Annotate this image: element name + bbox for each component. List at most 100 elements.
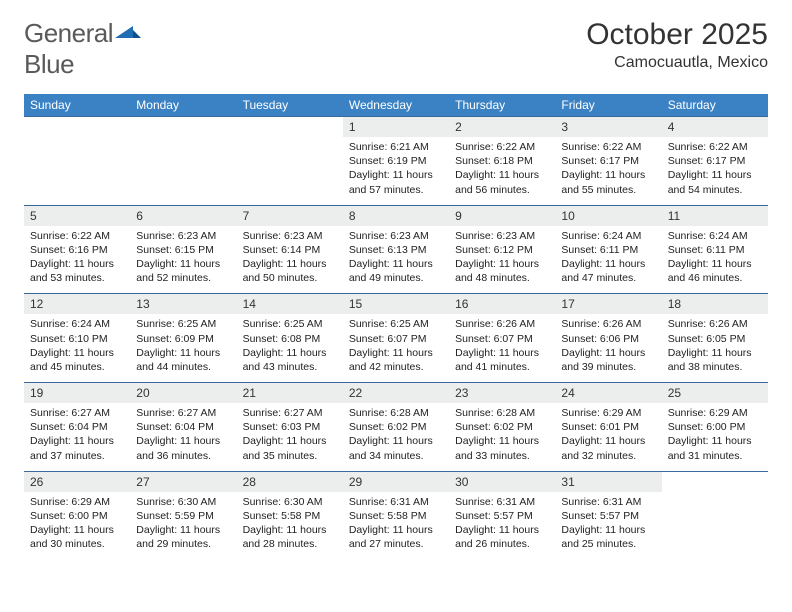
daylight-text: Daylight: 11 hours and 45 minutes.: [30, 346, 124, 374]
calendar-body: 1234Sunrise: 6:21 AMSunset: 6:19 PMDayli…: [24, 117, 768, 560]
sunrise-text: Sunrise: 6:21 AM: [349, 140, 443, 154]
day-number-cell: 11: [662, 205, 768, 226]
sunset-text: Sunset: 6:05 PM: [668, 332, 762, 346]
day-header: Saturday: [662, 94, 768, 117]
sunrise-text: Sunrise: 6:30 AM: [136, 495, 230, 509]
daylight-text: Daylight: 11 hours and 37 minutes.: [30, 434, 124, 462]
day-header: Wednesday: [343, 94, 449, 117]
day-number-cell: 2: [449, 117, 555, 138]
daylight-text: Daylight: 11 hours and 33 minutes.: [455, 434, 549, 462]
location: Camocuautla, Mexico: [586, 54, 768, 72]
sunrise-text: Sunrise: 6:26 AM: [668, 317, 762, 331]
sunrise-text: Sunrise: 6:31 AM: [349, 495, 443, 509]
sunset-text: Sunset: 5:57 PM: [455, 509, 549, 523]
sunrise-text: Sunrise: 6:31 AM: [561, 495, 655, 509]
sunset-text: Sunset: 6:01 PM: [561, 420, 655, 434]
day-number-cell: 10: [555, 205, 661, 226]
daylight-text: Daylight: 11 hours and 31 minutes.: [668, 434, 762, 462]
sunrise-text: Sunrise: 6:22 AM: [455, 140, 549, 154]
day-detail-cell: Sunrise: 6:28 AMSunset: 6:02 PMDaylight:…: [343, 403, 449, 471]
daynum-row: 19202122232425: [24, 383, 768, 404]
sunrise-text: Sunrise: 6:29 AM: [668, 406, 762, 420]
day-number-cell: [130, 117, 236, 138]
sunrise-text: Sunrise: 6:22 AM: [561, 140, 655, 154]
sunrise-text: Sunrise: 6:23 AM: [455, 229, 549, 243]
sunrise-text: Sunrise: 6:26 AM: [455, 317, 549, 331]
day-number-cell: 7: [237, 205, 343, 226]
daylight-text: Daylight: 11 hours and 55 minutes.: [561, 168, 655, 196]
day-number-cell: 5: [24, 205, 130, 226]
day-detail-cell: Sunrise: 6:30 AMSunset: 5:58 PMDaylight:…: [237, 492, 343, 560]
sunrise-text: Sunrise: 6:27 AM: [243, 406, 337, 420]
sunset-text: Sunset: 6:18 PM: [455, 154, 549, 168]
daylight-text: Daylight: 11 hours and 50 minutes.: [243, 257, 337, 285]
day-detail-cell: [237, 137, 343, 205]
day-detail-cell: Sunrise: 6:27 AMSunset: 6:03 PMDaylight:…: [237, 403, 343, 471]
sunset-text: Sunset: 6:11 PM: [668, 243, 762, 257]
day-detail-cell: Sunrise: 6:24 AMSunset: 6:11 PMDaylight:…: [555, 226, 661, 294]
logo-word1: General: [24, 18, 113, 48]
sunset-text: Sunset: 6:04 PM: [30, 420, 124, 434]
day-number-cell: 9: [449, 205, 555, 226]
day-detail-cell: Sunrise: 6:25 AMSunset: 6:09 PMDaylight:…: [130, 314, 236, 382]
day-detail-cell: Sunrise: 6:27 AMSunset: 6:04 PMDaylight:…: [24, 403, 130, 471]
sunset-text: Sunset: 6:02 PM: [455, 420, 549, 434]
day-number-cell: 4: [662, 117, 768, 138]
sunset-text: Sunset: 6:14 PM: [243, 243, 337, 257]
sunset-text: Sunset: 6:19 PM: [349, 154, 443, 168]
daylight-text: Daylight: 11 hours and 35 minutes.: [243, 434, 337, 462]
day-number-cell: [237, 117, 343, 138]
day-detail-cell: Sunrise: 6:22 AMSunset: 6:17 PMDaylight:…: [555, 137, 661, 205]
day-detail-cell: Sunrise: 6:29 AMSunset: 6:00 PMDaylight:…: [662, 403, 768, 471]
sunset-text: Sunset: 6:03 PM: [243, 420, 337, 434]
day-number-cell: [24, 117, 130, 138]
sunrise-text: Sunrise: 6:24 AM: [561, 229, 655, 243]
daylight-text: Daylight: 11 hours and 49 minutes.: [349, 257, 443, 285]
day-detail-cell: Sunrise: 6:31 AMSunset: 5:57 PMDaylight:…: [555, 492, 661, 560]
sunrise-text: Sunrise: 6:29 AM: [30, 495, 124, 509]
day-detail-cell: Sunrise: 6:29 AMSunset: 6:00 PMDaylight:…: [24, 492, 130, 560]
sunrise-text: Sunrise: 6:29 AM: [561, 406, 655, 420]
daylight-text: Daylight: 11 hours and 28 minutes.: [243, 523, 337, 551]
day-number-cell: 8: [343, 205, 449, 226]
day-number-cell: 24: [555, 383, 661, 404]
sunset-text: Sunset: 6:02 PM: [349, 420, 443, 434]
day-detail-cell: Sunrise: 6:25 AMSunset: 6:08 PMDaylight:…: [237, 314, 343, 382]
sunrise-text: Sunrise: 6:25 AM: [243, 317, 337, 331]
daylight-text: Daylight: 11 hours and 46 minutes.: [668, 257, 762, 285]
sunrise-text: Sunrise: 6:31 AM: [455, 495, 549, 509]
sunset-text: Sunset: 6:00 PM: [668, 420, 762, 434]
day-number-cell: [662, 471, 768, 492]
day-detail-cell: [662, 492, 768, 560]
day-number-cell: 1: [343, 117, 449, 138]
sunset-text: Sunset: 6:07 PM: [349, 332, 443, 346]
sunset-text: Sunset: 6:17 PM: [561, 154, 655, 168]
day-detail-cell: Sunrise: 6:23 AMSunset: 6:13 PMDaylight:…: [343, 226, 449, 294]
sunset-text: Sunset: 5:58 PM: [243, 509, 337, 523]
sunrise-text: Sunrise: 6:25 AM: [136, 317, 230, 331]
day-detail-cell: Sunrise: 6:22 AMSunset: 6:18 PMDaylight:…: [449, 137, 555, 205]
sunset-text: Sunset: 6:00 PM: [30, 509, 124, 523]
day-number-cell: 25: [662, 383, 768, 404]
daylight-text: Daylight: 11 hours and 53 minutes.: [30, 257, 124, 285]
day-detail-cell: Sunrise: 6:22 AMSunset: 6:16 PMDaylight:…: [24, 226, 130, 294]
day-detail-cell: Sunrise: 6:31 AMSunset: 5:57 PMDaylight:…: [449, 492, 555, 560]
daylight-text: Daylight: 11 hours and 56 minutes.: [455, 168, 549, 196]
sunset-text: Sunset: 5:57 PM: [561, 509, 655, 523]
day-detail-cell: Sunrise: 6:23 AMSunset: 6:14 PMDaylight:…: [237, 226, 343, 294]
sunrise-text: Sunrise: 6:23 AM: [136, 229, 230, 243]
day-detail-cell: [24, 137, 130, 205]
logo: GeneralBlue: [24, 18, 141, 80]
sunset-text: Sunset: 6:12 PM: [455, 243, 549, 257]
day-number-cell: 20: [130, 383, 236, 404]
detail-row: Sunrise: 6:29 AMSunset: 6:00 PM Daylight:…: [24, 492, 768, 560]
day-detail-cell: Sunrise: 6:27 AMSunset: 6:04 PMDaylight:…: [130, 403, 236, 471]
detail-row: Sunrise: 6:27 AMSunset: 6:04 PMDaylight:…: [24, 403, 768, 471]
day-number-cell: 12: [24, 294, 130, 315]
header: GeneralBlue October 2025 Camocuautla, Me…: [24, 18, 768, 80]
day-number-cell: 17: [555, 294, 661, 315]
day-number-cell: 22: [343, 383, 449, 404]
sunset-text: Sunset: 6:16 PM: [30, 243, 124, 257]
calendar-table: Sunday Monday Tuesday Wednesday Thursday…: [24, 94, 768, 559]
day-number-cell: 27: [130, 471, 236, 492]
